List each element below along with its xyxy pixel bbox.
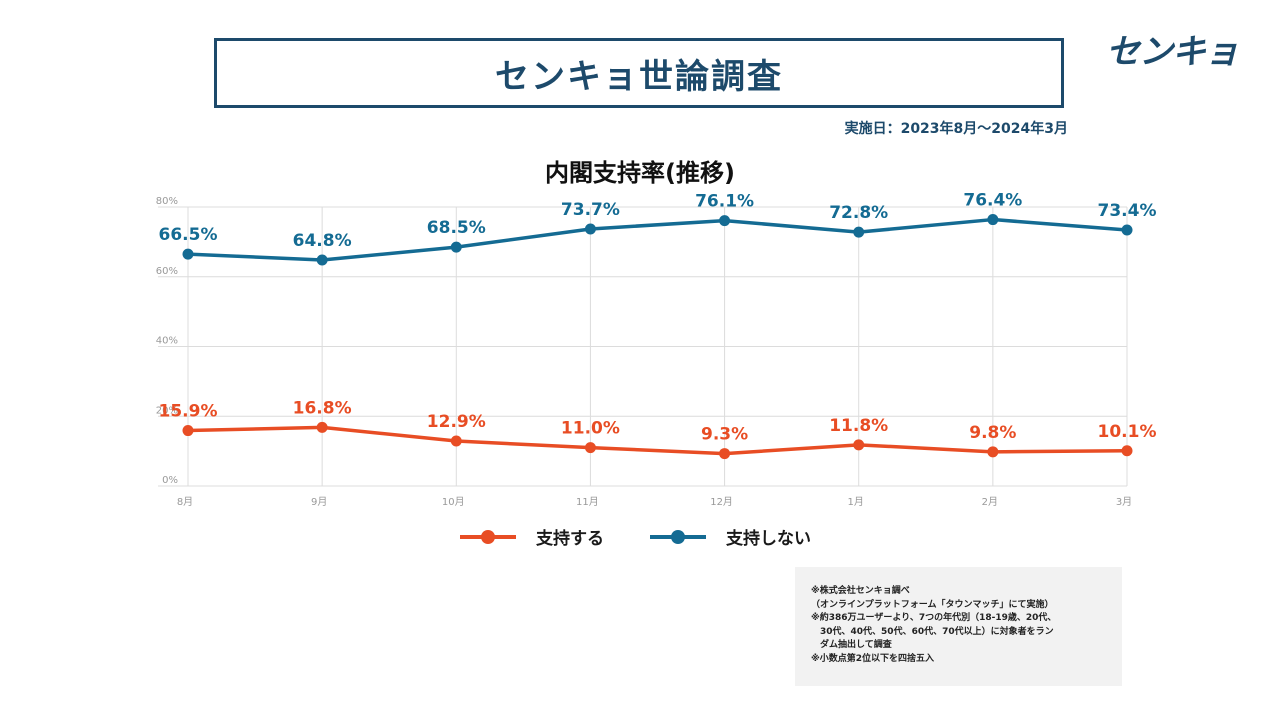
data-label: 66.5% [159, 225, 218, 245]
data-label: 76.1% [695, 192, 754, 212]
y-tick-label: 40% [156, 336, 178, 347]
data-point [316, 254, 328, 266]
data-label: 15.9% [159, 402, 218, 422]
data-label: 9.8% [969, 423, 1016, 443]
x-tick-label: 8月 [177, 496, 193, 508]
data-point [584, 442, 596, 454]
x-tick-label: 2月 [982, 496, 998, 508]
data-point [853, 226, 865, 238]
chart-title: 内閣支持率(推移) [545, 159, 735, 187]
data-label: 11.0% [561, 419, 620, 439]
legend-label-support: 支持する [536, 529, 604, 549]
legend-swatch-not-support [650, 529, 706, 544]
legend-item-not-support: 支持しない [650, 524, 811, 549]
data-point [1121, 224, 1133, 236]
x-tick-label: 10月 [442, 496, 465, 508]
data-label: 68.5% [427, 218, 486, 238]
series-line-1 [187, 217, 1128, 262]
data-label: 73.4% [1098, 201, 1157, 221]
survey-notes: ※株式会社センキョ調べ （オンラインプラットフォーム「タウンマッチ」にて実施） … [795, 567, 1122, 686]
data-label: 11.8% [829, 416, 888, 436]
data-point [182, 425, 194, 437]
legend-swatch-support [460, 529, 516, 544]
data-label: 76.4% [963, 191, 1022, 211]
data-point [987, 214, 999, 226]
survey-period: 実施日：2023年8月～2024年3月 [844, 121, 1068, 137]
data-point [719, 448, 731, 460]
page-title: センキョ世論調査 [495, 56, 783, 97]
x-tick-label: 1月 [848, 496, 864, 508]
title-box: センキョ世論調査 [214, 38, 1064, 108]
data-label: 9.3% [701, 425, 748, 445]
note-line: ※約386万ユーザーより、7つの年代別（18-19歳、20代、 [811, 613, 1057, 623]
data-point [450, 435, 462, 447]
data-point [853, 439, 865, 451]
data-point [316, 421, 328, 433]
y-tick-label: 0% [162, 475, 178, 486]
note-line: ※小数点第2位以下を四捨五入 [811, 653, 935, 664]
note-line: 30代、40代、50代、60代、70代以上）に対象者をラン [811, 626, 1054, 637]
data-label: 16.8% [293, 398, 352, 418]
y-tick-label: 60% [156, 266, 178, 277]
data-label: 73.7% [561, 200, 620, 220]
chart-legend: 支持する 支持しない [460, 524, 857, 549]
y-tick-label: 80% [156, 196, 178, 207]
data-label: 64.8% [293, 231, 352, 251]
data-point [719, 215, 731, 227]
data-point [450, 241, 462, 253]
data-point [584, 223, 596, 235]
data-label: 10.1% [1098, 422, 1157, 442]
series-line-0 [187, 425, 1128, 456]
brand-logo: センキョ [1106, 31, 1239, 72]
x-tick-label: 11月 [576, 496, 599, 508]
note-line: （オンラインプラットフォーム「タウンマッチ」にて実施） [811, 599, 1054, 610]
x-tick-label: 3月 [1116, 496, 1132, 508]
data-point [182, 248, 194, 260]
note-line: ※株式会社センキョ調べ [811, 586, 910, 596]
data-label: 72.8% [829, 203, 888, 223]
note-line: ダム抽出して調査 [811, 640, 892, 650]
legend-label-not-support: 支持しない [726, 529, 811, 549]
y-tick-label: 20% [156, 405, 178, 416]
data-point [987, 446, 999, 458]
data-point [1121, 445, 1133, 457]
data-label: 12.9% [427, 412, 486, 432]
x-tick-label: 12月 [710, 496, 733, 508]
x-tick-label: 9月 [311, 496, 327, 508]
legend-item-support: 支持する [460, 524, 604, 549]
